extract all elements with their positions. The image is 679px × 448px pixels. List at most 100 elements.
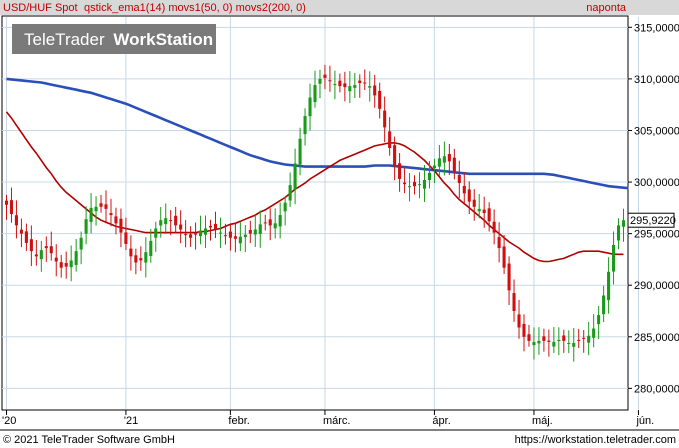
- x-tick-label: márc.: [323, 415, 351, 427]
- logo-box: [12, 24, 216, 54]
- candle-body: [517, 314, 521, 328]
- candle-body: [358, 80, 362, 84]
- candle-body: [353, 85, 357, 88]
- candle-body: [233, 236, 237, 239]
- candle-body: [462, 186, 466, 194]
- candle-body: [218, 232, 222, 234]
- header-instrument: USD/HUF Spot: [3, 2, 78, 14]
- candle: [154, 221, 158, 252]
- candle: [398, 153, 402, 192]
- candle-body: [582, 337, 586, 339]
- candle: [129, 235, 133, 271]
- candle: [427, 160, 431, 189]
- candle-body: [452, 157, 456, 172]
- candle-body: [79, 237, 83, 250]
- candle-body: [243, 234, 247, 238]
- candle: [293, 148, 297, 205]
- candle: [174, 207, 178, 233]
- candle: [29, 225, 33, 267]
- candle-body: [328, 80, 332, 82]
- candle: [393, 136, 397, 181]
- candle: [298, 127, 302, 176]
- candles: [4, 64, 626, 362]
- candle: [467, 181, 471, 214]
- x-tick-label: '21: [124, 415, 138, 427]
- candle: [557, 327, 561, 356]
- x-tick-label: jún.: [635, 415, 654, 427]
- candle: [457, 160, 461, 198]
- candle: [587, 321, 591, 356]
- candle: [318, 69, 322, 99]
- candle: [447, 143, 451, 176]
- candle: [14, 200, 18, 239]
- candle-body: [39, 250, 43, 260]
- candle: [542, 328, 546, 352]
- candle: [592, 314, 596, 348]
- candle: [532, 327, 536, 360]
- candle-body: [84, 219, 88, 234]
- candle-body: [597, 315, 601, 325]
- candle-body: [144, 252, 148, 263]
- candle: [308, 83, 312, 131]
- candle-body: [532, 341, 536, 346]
- candle: [179, 210, 183, 244]
- candle-body: [412, 181, 417, 187]
- candle-body: [383, 110, 387, 128]
- candle-body: [403, 182, 407, 185]
- candle: [577, 328, 581, 349]
- candle: [597, 305, 601, 340]
- candle: [39, 240, 43, 272]
- candle: [223, 223, 227, 245]
- candle-body: [348, 86, 352, 92]
- candle-body: [223, 235, 227, 237]
- candle: [9, 187, 14, 223]
- last-value-label: 295,9220: [630, 215, 676, 227]
- candle: [69, 245, 73, 282]
- candle: [328, 65, 332, 92]
- candle: [124, 217, 128, 251]
- series: [5, 77, 629, 263]
- candle-body: [318, 78, 322, 84]
- candle-body: [338, 80, 342, 87]
- candle: [258, 210, 262, 248]
- candle: [602, 285, 606, 323]
- candle: [303, 108, 307, 146]
- candle-body: [487, 208, 491, 222]
- candle-body: [323, 74, 327, 78]
- candle: [477, 194, 481, 219]
- candle-body: [408, 186, 412, 188]
- candle-body: [562, 335, 566, 341]
- candle: [253, 215, 257, 247]
- candle: [59, 254, 63, 278]
- candle-body: [437, 158, 441, 167]
- x-tick-label: máj.: [532, 415, 553, 427]
- candle: [189, 226, 193, 247]
- candle: [283, 196, 287, 226]
- candle-body: [398, 163, 402, 179]
- candle: [572, 328, 576, 362]
- candle: [383, 96, 387, 143]
- candle: [323, 64, 327, 90]
- candle-body: [74, 251, 78, 265]
- candle: [502, 235, 506, 274]
- candle: [512, 279, 516, 322]
- candle-body: [208, 225, 213, 228]
- candle-body: [94, 206, 98, 212]
- candle-body: [109, 213, 113, 216]
- candle-body: [363, 82, 367, 84]
- candle-body: [69, 260, 73, 268]
- candle: [199, 215, 203, 245]
- candle: [84, 206, 88, 245]
- candle-body: [542, 336, 546, 341]
- candle: [562, 329, 566, 353]
- candle-body: [457, 174, 461, 184]
- footer-url[interactable]: https://workstation.teletrader.com: [515, 434, 676, 446]
- candle: [119, 208, 123, 248]
- candle-body: [174, 215, 178, 226]
- candle-body: [49, 246, 53, 254]
- y-tick-label: 300,0000: [634, 177, 679, 189]
- candle-body: [447, 154, 451, 162]
- candle: [169, 210, 173, 236]
- candle-body: [592, 328, 596, 338]
- candle: [507, 256, 511, 306]
